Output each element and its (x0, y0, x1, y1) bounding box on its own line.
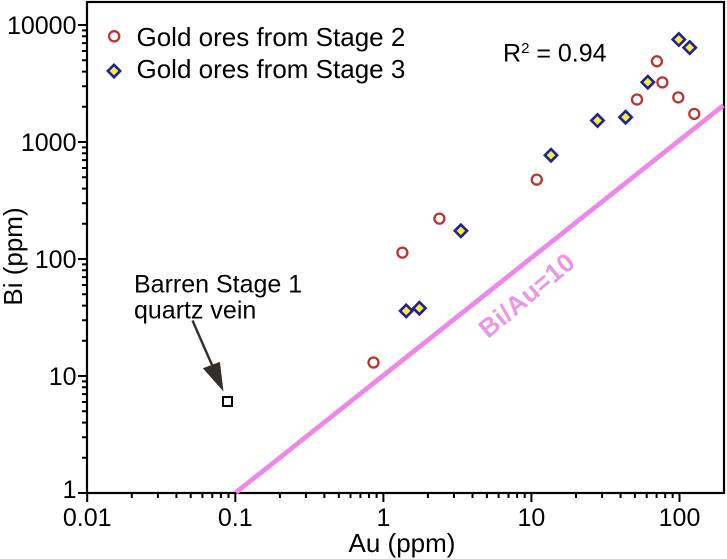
svg-text:10000: 10000 (7, 12, 77, 40)
svg-text:1: 1 (376, 504, 390, 532)
svg-text:1: 1 (63, 476, 77, 504)
svg-text:Gold ores from Stage 3: Gold ores from Stage 3 (137, 54, 406, 84)
svg-text:Bi (ppm): Bi (ppm) (0, 207, 28, 305)
svg-text:0.01: 0.01 (63, 504, 112, 532)
svg-text:Au (ppm): Au (ppm) (349, 528, 456, 558)
svg-text:10: 10 (49, 363, 77, 391)
svg-text:Barren Stage 1: Barren Stage 1 (134, 271, 302, 299)
svg-text:quartz vein: quartz vein (134, 297, 256, 325)
svg-text:0.1: 0.1 (218, 504, 253, 532)
svg-text:1000: 1000 (21, 129, 77, 157)
svg-text:10: 10 (517, 504, 545, 532)
svg-text:100: 100 (35, 246, 77, 274)
svg-text:100: 100 (659, 504, 701, 532)
svg-text:R2 = 0.94: R2 = 0.94 (503, 40, 607, 68)
svg-text:Gold ores from Stage 2: Gold ores from Stage 2 (137, 22, 406, 52)
